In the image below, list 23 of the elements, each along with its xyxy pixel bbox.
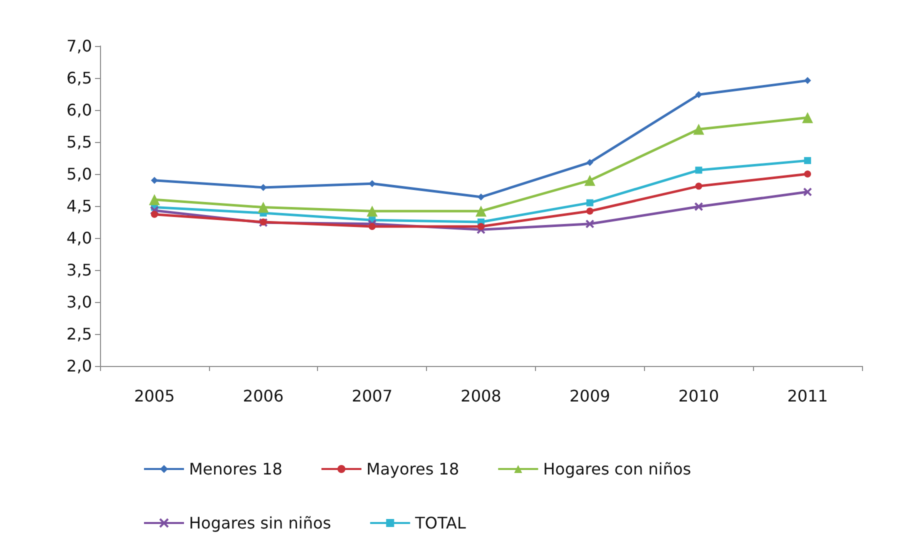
y-tick-label: 5,5 — [66, 132, 92, 152]
legend-label: Mayores 18 — [366, 460, 460, 478]
y-tick-label: 4,5 — [66, 196, 92, 216]
x-tick-label: 2011 — [787, 386, 828, 406]
legend-label: Menores 18 — [189, 460, 282, 478]
x-tick-label: 2005 — [134, 386, 175, 406]
legend-label: Hogares sin niños — [189, 514, 332, 532]
x-tick-label: 2007 — [352, 386, 392, 406]
y-tick-label: 2,5 — [66, 324, 92, 344]
y-tick-label: 2,0 — [66, 356, 92, 376]
y-tick-label: 3,5 — [66, 260, 92, 280]
y-tick-label: 6,5 — [66, 68, 92, 88]
y-tick-label: 4,0 — [66, 228, 92, 248]
y-tick-label: 6,0 — [66, 100, 92, 120]
y-tick-label: 7,0 — [66, 36, 92, 56]
y-tick-label: 5,0 — [66, 164, 92, 184]
x-tick-label: 2006 — [242, 386, 284, 406]
legend-label: TOTAL — [414, 514, 466, 532]
x-tick-label: 2009 — [570, 386, 610, 406]
legend-label: Hogares con niños — [543, 460, 692, 478]
y-tick-label: 3,0 — [66, 292, 92, 312]
x-tick-label: 2008 — [460, 386, 502, 406]
x-tick-label: 2010 — [678, 386, 720, 406]
